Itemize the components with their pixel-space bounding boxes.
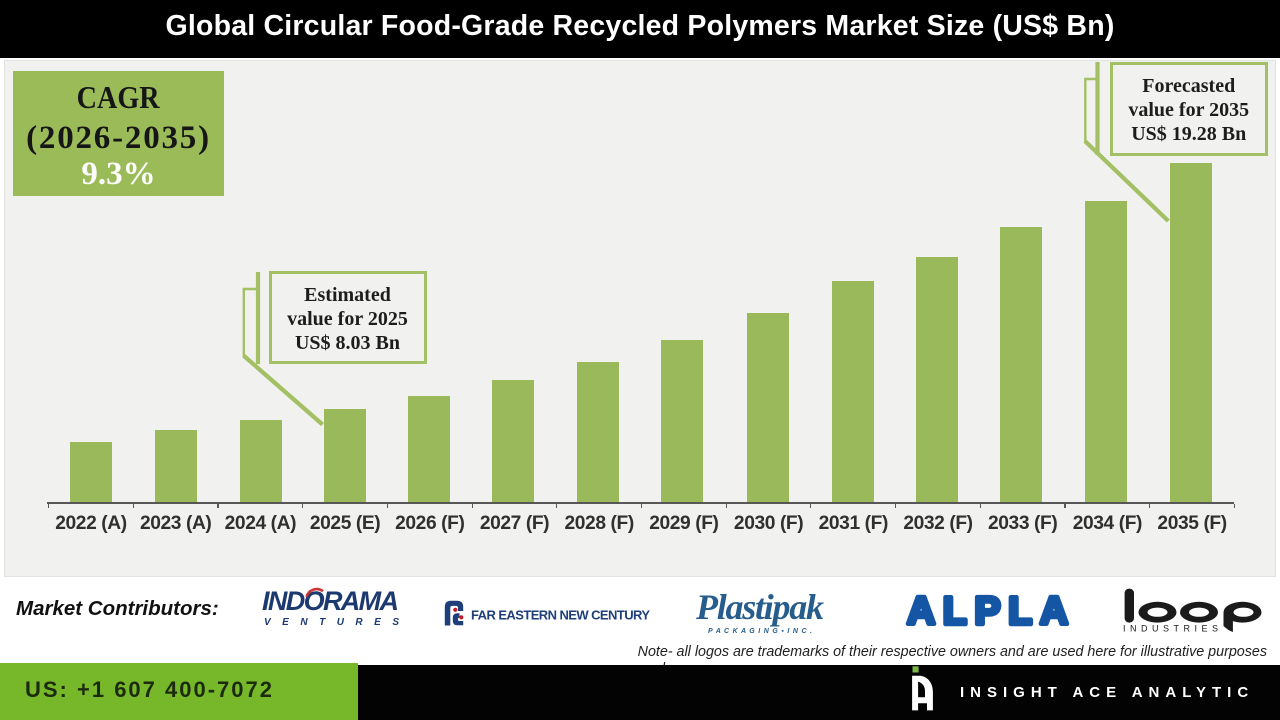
svg-text:Plastipak: Plastipak — [695, 587, 824, 627]
svg-text:V E N T U R E S: V E N T U R E S — [264, 617, 399, 627]
svg-text:FAR EASTERN NEW CENTURY: FAR EASTERN NEW CENTURY — [471, 608, 650, 623]
svg-text:ALPLA: ALPLA — [907, 590, 1068, 632]
svg-text:P A C K A G I N G ▪ I N C .: P A C K A G I N G ▪ I N C . — [708, 628, 812, 635]
svg-text:INDUSTRIES: INDUSTRIES — [1123, 624, 1223, 634]
svg-text:INDORAMA: INDORAMA — [262, 586, 399, 616]
